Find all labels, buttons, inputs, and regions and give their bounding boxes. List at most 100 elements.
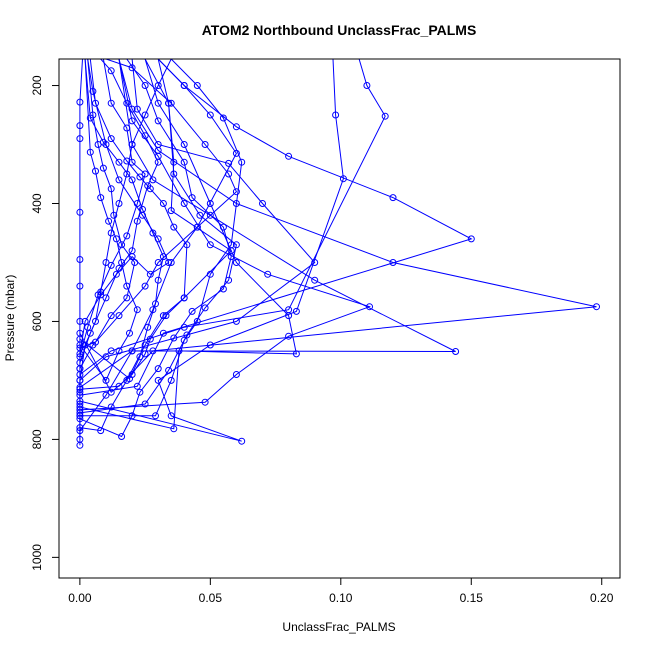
data-point [201,398,209,406]
data-point [76,208,84,216]
data-point [238,437,246,445]
data-point [136,388,144,396]
data-point [225,170,233,178]
data-point [102,259,110,266]
series-20 [76,59,139,352]
data-point [206,241,214,249]
data-point [152,412,159,420]
data-point [193,82,201,89]
data-point [107,185,115,193]
data-point [99,164,107,172]
data-point [128,64,136,72]
data-point [105,217,113,225]
data-point [232,188,240,196]
series-line [79,59,597,390]
y-axis-label: Pressure (mbar) [3,275,17,362]
data-point [141,82,149,89]
data-point [118,259,126,266]
data-point [126,329,133,337]
data-point [118,241,126,249]
series-16 [76,59,240,373]
data-point [141,111,149,119]
data-point [167,207,175,215]
data-point [180,158,188,166]
data-point [311,276,319,284]
data-point [97,194,105,202]
data-point [225,276,233,284]
data-point [76,435,84,443]
data-point [170,170,178,178]
data-point [131,259,139,266]
data-point [141,400,149,408]
series-line [79,59,232,432]
data-point [144,323,152,331]
x-tick-label: 0.00 [68,591,92,605]
series-line [79,59,298,430]
series-line [79,59,83,440]
data-point [180,294,188,302]
data-point [159,253,167,261]
data-point [593,303,600,311]
data-point [363,82,371,89]
data-point [92,338,99,346]
data-point [112,270,120,278]
series-line [79,59,238,369]
data-point [141,350,149,358]
data-point [115,200,123,207]
data-point [128,117,136,125]
data-point [180,323,188,331]
series-1 [76,59,172,449]
data-point [154,99,162,107]
x-axis-label: UnclassFrac_PALMS [282,620,395,634]
data-point [154,158,162,166]
data-point [180,141,188,148]
data-point [232,241,240,249]
data-point [146,270,154,278]
data-point [146,185,154,193]
data-point [133,217,141,225]
data-point [159,200,167,207]
data-point [154,365,162,373]
data-point [76,135,84,143]
data-point [206,200,214,207]
data-point [389,194,397,202]
data-point [136,173,144,181]
data-point [102,391,110,399]
data-point [128,176,136,184]
data-point [219,114,227,122]
data-point [206,111,214,119]
data-point [180,82,188,89]
data-point [183,241,191,249]
series-line [79,59,138,382]
data-point [170,223,178,231]
y-tick-label: 400 [30,193,44,213]
data-point [107,135,115,143]
data-point [154,259,162,266]
series-line [79,59,172,446]
data-point [107,312,115,320]
data-point [152,300,159,308]
data-point [467,235,475,243]
data-point [97,291,105,299]
data-point [141,170,149,178]
series-21 [76,59,141,384]
data-point [389,259,397,266]
data-point [452,348,460,355]
y-axis: 200 400 600 800 1000 [30,75,60,571]
data-point [133,382,141,390]
data-point [107,261,115,269]
series-line [79,59,136,349]
data-point [81,317,89,325]
data-point [76,384,84,391]
data-point [76,317,84,325]
y-tick-label: 1000 [30,544,44,571]
data-point [110,211,118,219]
chart-title: ATOM2 Northbound UnclassFrac_PALMS [202,22,477,38]
data-point [123,282,131,290]
data-point [170,425,178,433]
data-point [149,229,157,237]
data-point [76,98,84,106]
data-point [92,99,99,107]
data-point [123,124,131,132]
